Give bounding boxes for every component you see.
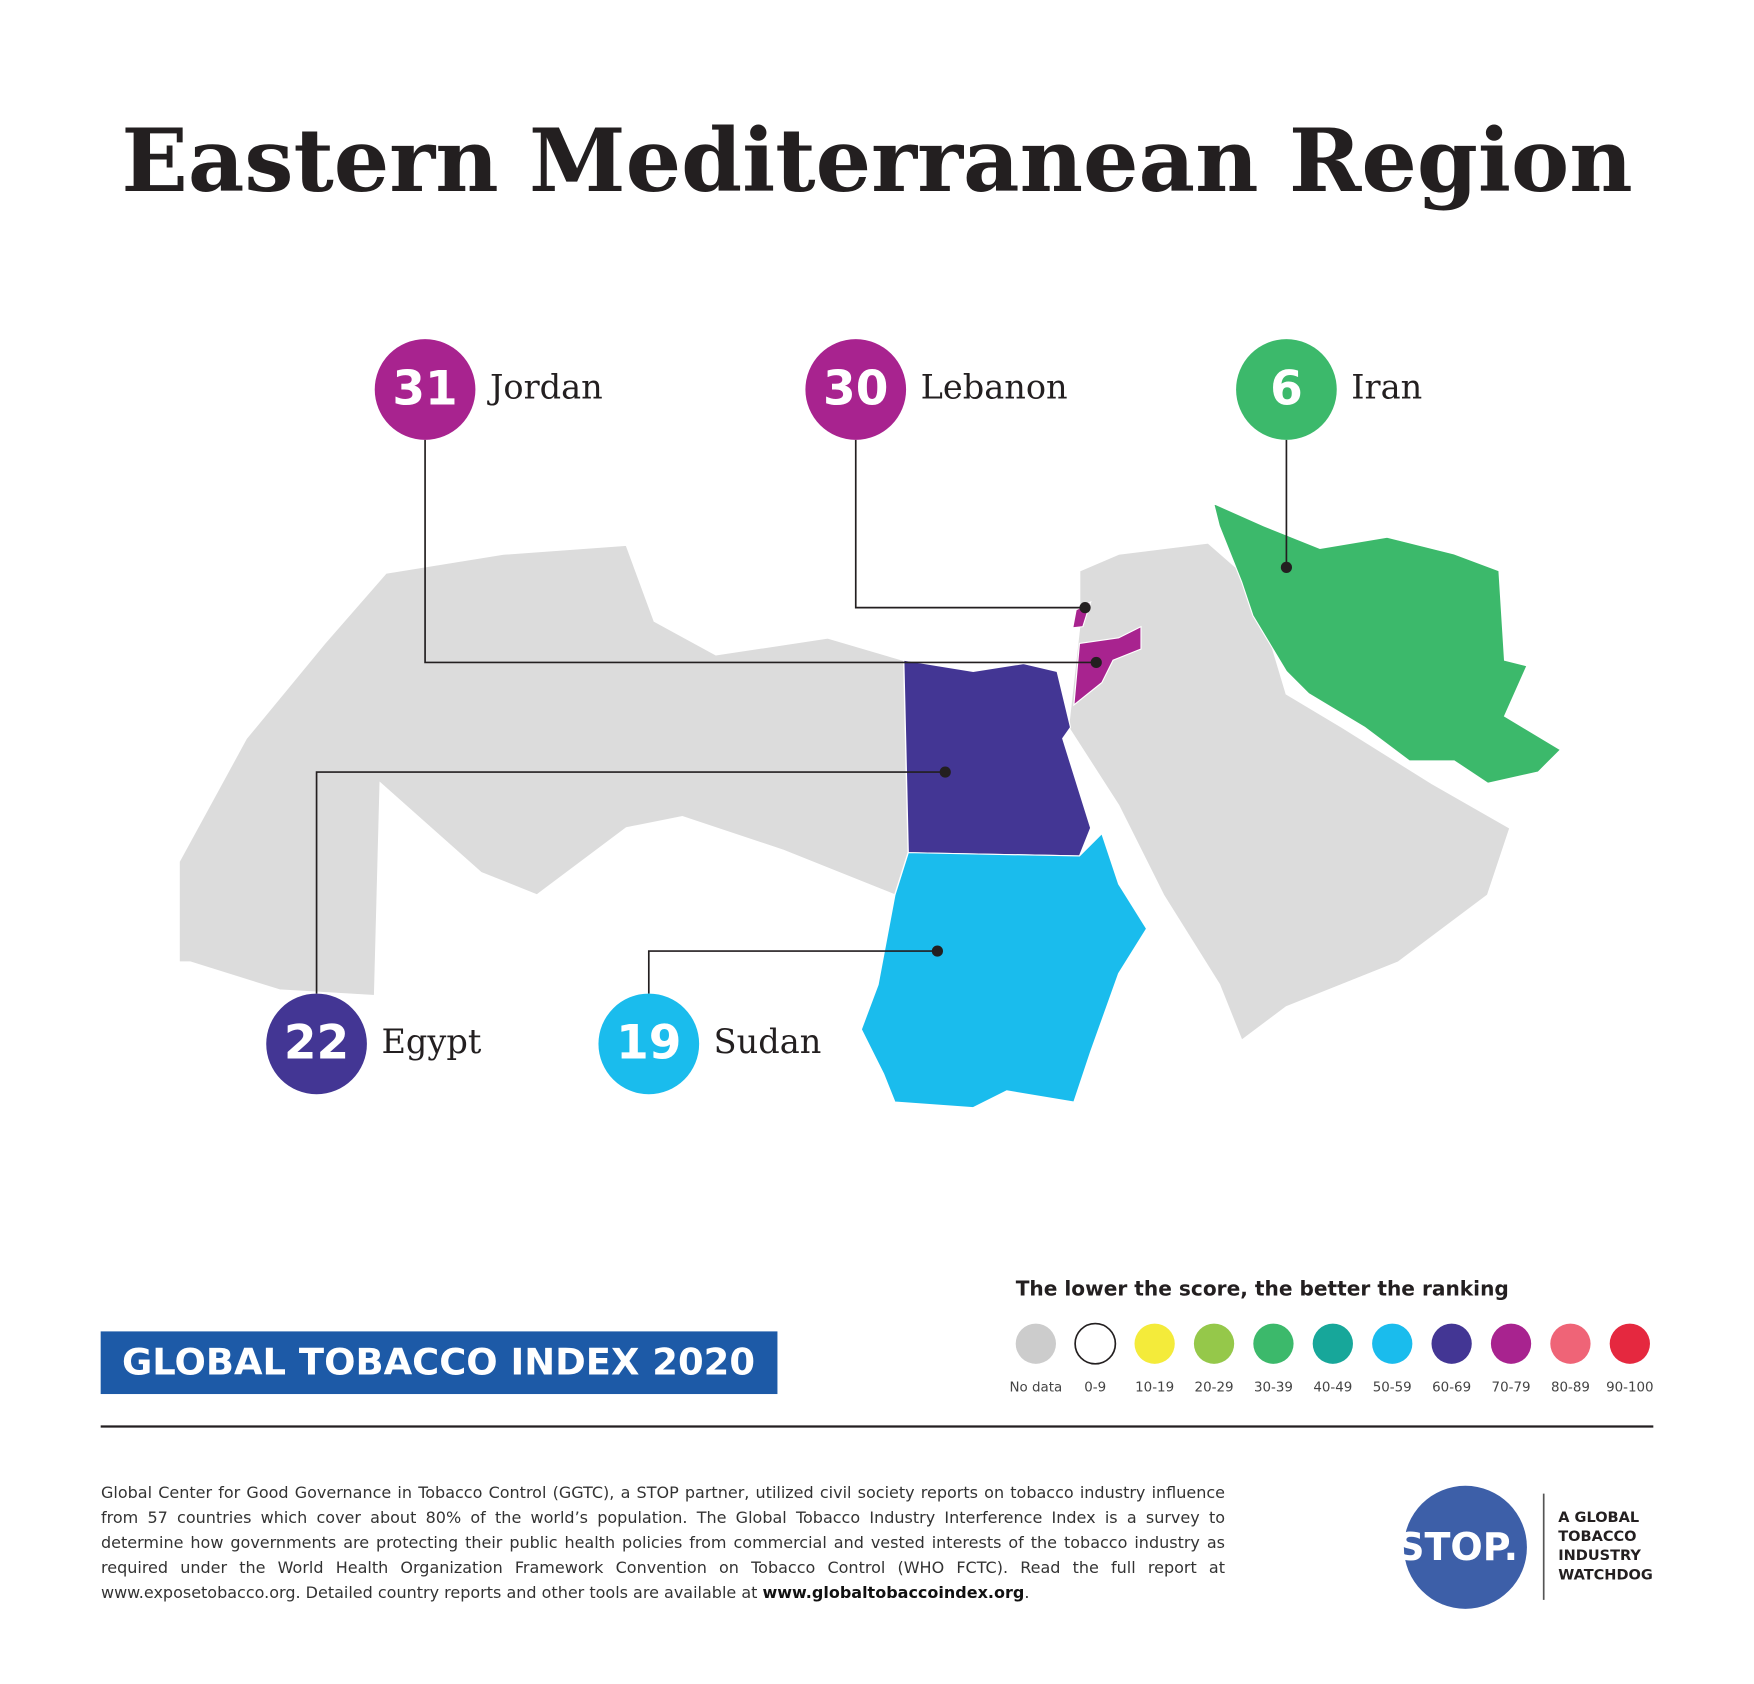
legend-label: No data bbox=[1009, 1380, 1062, 1395]
banner-box bbox=[100, 1331, 778, 1395]
tagline-line: A GLOBAL bbox=[1558, 1510, 1639, 1526]
score-badge bbox=[266, 993, 367, 1095]
score-badge bbox=[598, 993, 700, 1095]
legend-label: 40-49 bbox=[1313, 1380, 1352, 1395]
leader-dot bbox=[1090, 656, 1102, 669]
legend-swatch bbox=[1431, 1323, 1472, 1364]
score: 6 bbox=[1270, 361, 1303, 416]
north-africa bbox=[178, 544, 910, 997]
leader-dot bbox=[1280, 561, 1293, 573]
leader-line bbox=[424, 439, 1097, 664]
score-badge bbox=[1236, 339, 1337, 440]
legend-swatch bbox=[1312, 1323, 1353, 1364]
country-shape bbox=[1073, 625, 1142, 707]
legend-swatch bbox=[1372, 1323, 1413, 1364]
score: 30 bbox=[823, 361, 888, 416]
legend-label: 10-19 bbox=[1135, 1380, 1174, 1395]
score-badge bbox=[374, 339, 476, 440]
country-shape bbox=[1212, 502, 1562, 784]
banner: GLOBAL TOBACCO INDEX 2020 bbox=[122, 1340, 755, 1383]
leader-line bbox=[647, 950, 938, 994]
title: Eastern Mediterranean Region bbox=[121, 109, 1632, 212]
legend-label: 50-59 bbox=[1373, 1380, 1412, 1395]
country-shape bbox=[860, 832, 1148, 1109]
footer: Global Center for Good Governance in Tob… bbox=[101, 1480, 1225, 1605]
legend-swatch bbox=[1550, 1323, 1591, 1364]
legend-swatch bbox=[1490, 1323, 1532, 1364]
score: 22 bbox=[284, 1016, 349, 1071]
legend-title: The lower the score, the better the rank… bbox=[1016, 1277, 1509, 1301]
footer-link: www.globaltobaccoindex.org bbox=[762, 1583, 1025, 1602]
leader-dot bbox=[1079, 602, 1091, 614]
legend-swatch bbox=[1253, 1323, 1294, 1364]
leader-dot bbox=[939, 766, 951, 778]
tagline-line: WATCHDOG bbox=[1558, 1567, 1653, 1583]
leader-line bbox=[315, 771, 946, 994]
logo-circle bbox=[1403, 1485, 1527, 1609]
legend-label: 70-79 bbox=[1492, 1380, 1531, 1395]
callouts: 31 Jordan 30 Lebanon 6 Iran 22 Egypt 19 Sudan bbox=[266, 339, 1422, 1095]
footer-text: Global Center for Good Governance in Tob… bbox=[101, 1483, 1225, 1602]
country-shape bbox=[903, 659, 1092, 857]
legend-swatch bbox=[1193, 1323, 1235, 1364]
legend-label: 80-89 bbox=[1551, 1380, 1590, 1395]
country-name: Iran bbox=[1351, 368, 1422, 407]
country-name: Sudan bbox=[714, 1022, 822, 1061]
legend-swatch bbox=[1609, 1323, 1650, 1364]
tagline: A GLOBAL TOBACCO INDUSTRY WATCHDOG bbox=[1558, 1510, 1653, 1583]
score-badge bbox=[805, 339, 907, 440]
legend-label: 0-9 bbox=[1084, 1380, 1106, 1395]
tagline-line: TOBACCO bbox=[1558, 1529, 1636, 1545]
tagline-line: INDUSTRY bbox=[1558, 1548, 1641, 1564]
footer-end: . bbox=[1024, 1583, 1030, 1602]
score: 31 bbox=[392, 361, 457, 416]
leader-line bbox=[854, 439, 1086, 609]
logo-mark: STOP. bbox=[1397, 1525, 1518, 1569]
country-name: Egypt bbox=[381, 1022, 481, 1061]
score: 19 bbox=[616, 1016, 681, 1071]
country-name: Jordan bbox=[487, 368, 603, 407]
legend-label: 60-69 bbox=[1432, 1380, 1471, 1395]
country-name: Lebanon bbox=[921, 368, 1068, 407]
legend-label: 90-100 bbox=[1606, 1380, 1654, 1395]
legend-swatch bbox=[1134, 1323, 1175, 1364]
middle-east bbox=[1067, 541, 1512, 1042]
legend-label: 20-29 bbox=[1195, 1380, 1234, 1395]
legend: No data 0-9 10-19 20-29 30-39 40-49 50-59 60-69… bbox=[1009, 1322, 1654, 1395]
leader-dot bbox=[931, 945, 943, 957]
legend-swatch bbox=[1015, 1323, 1056, 1364]
legend-swatch bbox=[1074, 1322, 1117, 1365]
map bbox=[178, 502, 1562, 1109]
legend-label: 30-39 bbox=[1254, 1380, 1293, 1395]
